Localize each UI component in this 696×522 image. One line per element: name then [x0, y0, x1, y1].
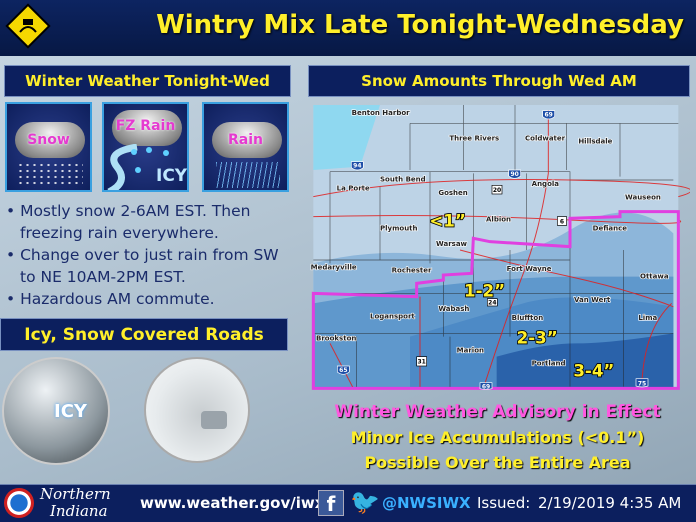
snow-label: Snow — [27, 132, 70, 148]
city-label: Three Rivers — [449, 135, 499, 143]
bullet-item: Hazardous AM commute. — [6, 288, 296, 310]
interstate-shield-icon: 69 — [479, 382, 493, 391]
left-heading: Winter Weather Tonight-Wed — [4, 65, 291, 97]
svg-text:69: 69 — [544, 112, 552, 119]
city-label: Ottawa — [640, 272, 669, 280]
snowfall-map: Benton Harbor Three Rivers Coldwater Hil… — [310, 90, 692, 391]
city-label: Marion — [457, 346, 484, 354]
icy-label: ICY — [156, 166, 188, 186]
city-label: La Porte — [337, 185, 370, 193]
city-label: Portland — [532, 360, 566, 368]
city-label: Defiance — [593, 225, 628, 233]
us-route-shield-icon: 24 — [487, 298, 498, 307]
us-route-shield-icon: 6 — [557, 216, 567, 226]
interstate-shield-icon: 75 — [635, 378, 649, 387]
rain-label: Rain — [228, 132, 263, 148]
issued-time: 2/19/2019 4:35 AM — [538, 494, 682, 512]
svg-text:31: 31 — [417, 358, 425, 365]
city-label: Wabash — [438, 305, 469, 313]
city-label: Angola — [532, 180, 560, 188]
photo-icy-label: ICY — [54, 401, 87, 422]
svg-text:65: 65 — [339, 367, 347, 374]
svg-text:69: 69 — [482, 384, 490, 390]
city-label: Albion — [486, 216, 511, 224]
website-link[interactable]: www.weather.gov/iwx — [140, 494, 325, 512]
map-heading: Snow Amounts Through Wed AM — [308, 65, 690, 97]
city-label: Bluffton — [512, 314, 544, 322]
interstate-shield-icon: 69 — [542, 110, 555, 120]
svg-text:20: 20 — [493, 187, 501, 194]
svg-text:24: 24 — [488, 300, 496, 307]
city-label: Coldwater — [525, 135, 566, 143]
us-route-shield-icon: 31 — [416, 356, 427, 367]
city-label: Lima — [638, 314, 657, 322]
city-label: Medaryville — [311, 263, 357, 271]
snow-icon: Snow — [5, 102, 92, 192]
facebook-icon[interactable]: f — [318, 490, 344, 516]
city-label: Wauseon — [625, 193, 661, 201]
interstate-shield-icon: 94 — [351, 161, 364, 171]
city-label: Brookston — [316, 335, 356, 343]
city-label: Goshen — [438, 189, 467, 197]
office-name-line1: Northern — [40, 485, 111, 503]
twitter-icon[interactable]: 🐦 — [350, 488, 380, 516]
slippery-road-sign-icon — [4, 2, 52, 54]
page-title: Wintry Mix Late Tonight-Wednesday — [156, 10, 684, 40]
city-label: Benton Harbor — [352, 109, 410, 117]
advisory-line: Winter Weather Advisory in Effect — [334, 402, 661, 422]
city-label: Logansport — [370, 312, 415, 320]
svg-text:90: 90 — [510, 171, 518, 178]
svg-text:94: 94 — [353, 163, 361, 170]
advisory-line: Possible Over the Entire Area — [364, 453, 631, 472]
svg-text:75: 75 — [638, 380, 646, 387]
amount-label: 1-2” — [464, 282, 505, 301]
city-label: Plymouth — [380, 225, 418, 233]
issued-label: Issued: — [477, 494, 531, 512]
amount-label: 3-4” — [573, 362, 614, 381]
city-label: Hillsdale — [578, 137, 612, 145]
amount-label: <1” — [429, 212, 466, 231]
snowy-road-photo — [144, 357, 250, 463]
advisory-text: Winter Weather Advisory in Effect Minor … — [305, 400, 690, 475]
svg-text:6: 6 — [560, 218, 564, 225]
interstate-shield-icon: 65 — [337, 365, 350, 375]
header — [0, 0, 696, 56]
bullet-list: Mostly snow 2-6AM EST. Then freezing rai… — [6, 200, 296, 310]
city-label: Warsaw — [436, 240, 468, 248]
city-label: Rochester — [392, 267, 432, 275]
roads-heading: Icy, Snow Covered Roads — [0, 318, 288, 351]
amount-label: 2-3” — [517, 328, 558, 347]
icy-road-photo: ICY — [2, 357, 110, 465]
city-label: South Bend — [380, 176, 426, 184]
rain-icon: Rain — [202, 102, 289, 192]
city-label: Van Wert — [574, 296, 611, 304]
freezing-rain-icon: FZ Rain ICY — [102, 102, 189, 192]
bullet-item: Mostly snow 2-6AM EST. Then freezing rai… — [6, 200, 296, 244]
office-name-line2: Indiana — [50, 502, 108, 520]
city-label: Fort Wayne — [507, 265, 552, 273]
us-route-shield-icon: 20 — [491, 185, 503, 195]
footer: Northern Indiana www.weather.gov/iwx f 🐦… — [0, 484, 696, 522]
bullet-item: Change over to just rain from SW to NE 1… — [6, 244, 296, 288]
fz-rain-label: FZ Rain — [115, 118, 176, 134]
nws-logo-icon — [4, 488, 34, 518]
interstate-shield-icon: 90 — [508, 169, 521, 179]
twitter-handle[interactable]: @NWSIWX — [382, 494, 471, 512]
advisory-line: Minor Ice Accumulations (<0.1”) — [350, 428, 645, 447]
